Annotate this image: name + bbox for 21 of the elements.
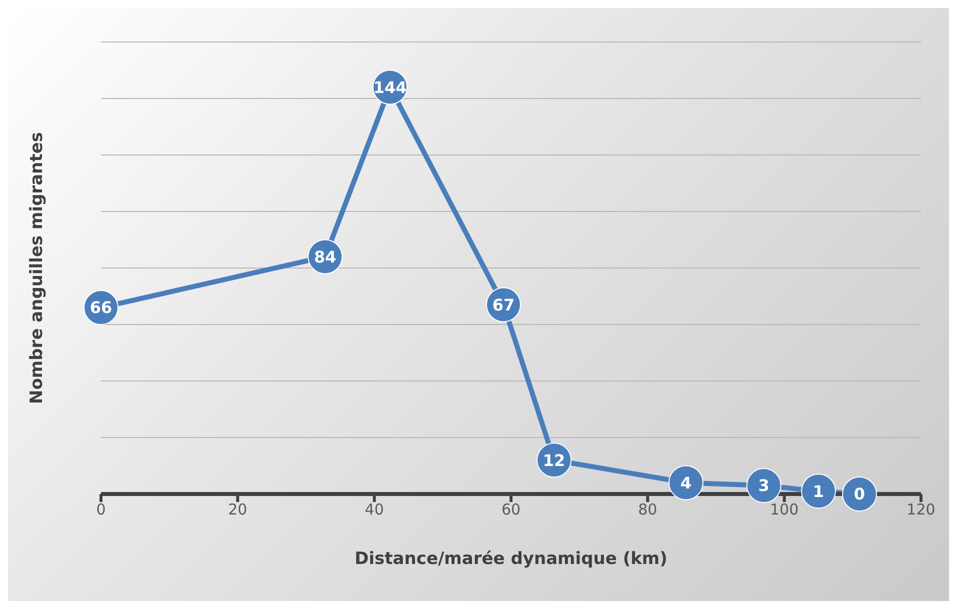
data-label: 0 bbox=[854, 484, 866, 504]
x-tick-label: 80 bbox=[638, 500, 658, 519]
x-axis-title: Distance/marée dynamique (km) bbox=[354, 549, 668, 570]
x-tick-label: 120 bbox=[906, 500, 936, 519]
data-label: 1 bbox=[812, 482, 824, 501]
x-tick-label: 0 bbox=[96, 500, 106, 519]
data-label: 84 bbox=[314, 247, 336, 266]
x-tick-label: 40 bbox=[364, 500, 384, 519]
x-tick-label: 20 bbox=[228, 500, 248, 519]
point bbox=[668, 465, 704, 500]
x-tick-label: 100 bbox=[770, 500, 799, 519]
data-label: 3 bbox=[758, 476, 770, 496]
x-tick-label: 60 bbox=[501, 500, 521, 519]
data-label: 67 bbox=[492, 295, 515, 314]
y-axis-title: Nombre anguilles migrantes bbox=[27, 132, 48, 404]
data-label: 12 bbox=[542, 450, 566, 470]
point bbox=[801, 474, 836, 509]
data-label: 66 bbox=[90, 298, 112, 318]
point bbox=[746, 468, 782, 504]
data-label: 144 bbox=[373, 78, 407, 97]
data-label: 4 bbox=[680, 473, 692, 492]
